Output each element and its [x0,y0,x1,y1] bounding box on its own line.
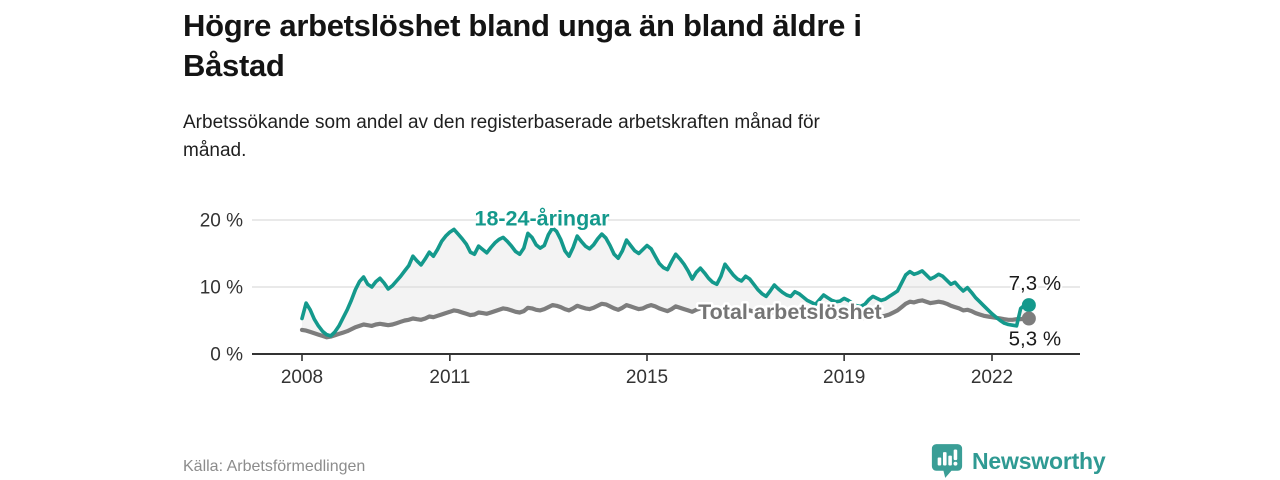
title-line-1: Högre arbetslöshet bland unga än bland ä… [183,8,862,43]
series-line-total [299,298,1028,340]
subtitle-line-1: Arbetssökande som andel av den registerb… [183,112,820,133]
title-line-2: Båstad [183,48,285,83]
x-tick-label: 2011 [429,367,470,388]
series-label-youth: 18-24-åringar [474,206,610,230]
newsworthy-logo-icon [931,444,963,478]
end-dot-total [1021,311,1036,326]
source-label: Källa: Arbetsförmedlingen [183,458,366,475]
chart-subtitle: Arbetssökande som andel av den registerb… [183,109,862,165]
unemployment-line-chart: 2008 2011 2015 2019 2022 0 % 10 % 20 % 18-24-åri… [200,204,1080,388]
x-tick-label: 2022 [971,367,1013,388]
x-tick-label: 2015 [626,367,668,388]
y-tick-label: 20 % [200,211,243,232]
y-tick-label: 10 % [200,278,243,299]
newsworthy-wordmark: Newsworthy [972,447,1106,474]
y-tick-label: 0 % [210,345,243,366]
subtitle-line-2: månad. [183,140,247,161]
series-label-total: Total arbetslöshet [698,300,882,324]
x-tick-label: 2019 [823,367,865,388]
newsworthy-logo[interactable]: Newsworthy [931,443,1106,479]
series-line-youth [300,226,1027,338]
chart-header: Högre arbetslöshet bland unga än bland ä… [183,6,862,165]
end-value-label-youth: 7,3 % [1009,272,1061,295]
page-title: Högre arbetslöshet bland unga än bland ä… [183,6,862,86]
x-tick-label: 2008 [281,367,323,388]
end-dot-youth [1021,298,1036,313]
series-band [302,228,1025,338]
end-value-label-total: 5,3 % [1009,327,1061,350]
